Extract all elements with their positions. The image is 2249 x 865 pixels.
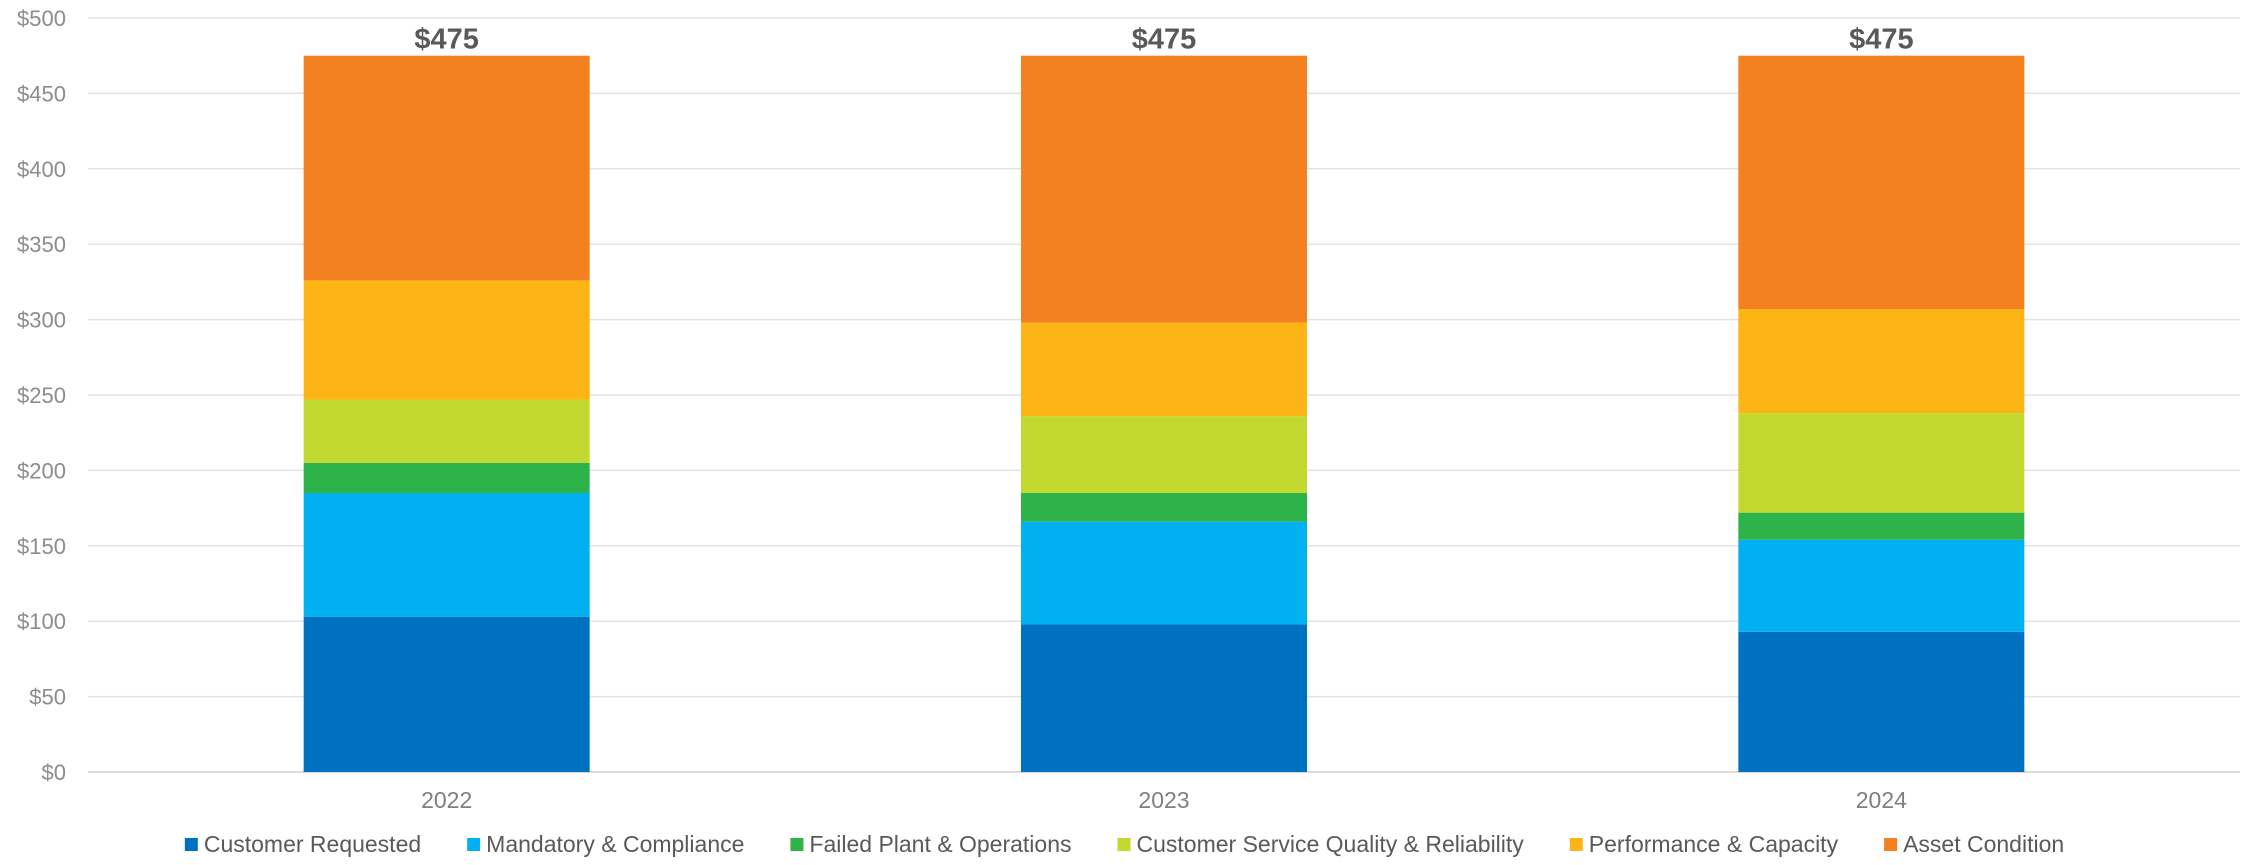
y-tick-label: $500 <box>17 6 66 31</box>
x-axis-ticks: 2022 2023 2024 <box>421 787 1907 813</box>
legend-label: Customer Requested <box>204 831 421 857</box>
y-axis-ticks: $0 $50 $100 $150 $200 $250 $300 $350 $400 $450 $50… <box>17 6 66 785</box>
legend-item: Asset Condition <box>1884 831 2064 857</box>
legend: Customer Requested Mandatory & Compliance… <box>185 831 2064 857</box>
bar-segment <box>304 56 590 281</box>
bar-segment <box>304 280 590 399</box>
y-tick-label: $50 <box>29 685 66 710</box>
bar-segment <box>1021 323 1307 416</box>
total-label: $475 <box>1132 24 1197 56</box>
legend-label: Performance & Capacity <box>1589 831 1839 857</box>
bar-segment <box>1021 493 1307 522</box>
bar-segment <box>1738 632 2024 772</box>
legend-swatch <box>1570 838 1583 851</box>
bar-segment <box>304 400 590 463</box>
total-label: $475 <box>414 24 479 56</box>
total-label: $475 <box>1849 24 1914 56</box>
legend-swatch <box>185 838 198 851</box>
legend-swatch <box>790 838 803 851</box>
legend-swatch <box>1884 838 1897 851</box>
y-tick-label: $450 <box>17 81 66 106</box>
x-tick-label: 2023 <box>1138 787 1189 813</box>
bar-segment <box>1738 309 2024 413</box>
y-tick-label: $100 <box>17 609 66 634</box>
x-tick-label: 2022 <box>421 787 472 813</box>
legend-swatch <box>467 838 480 851</box>
y-tick-label: $0 <box>42 760 66 785</box>
legend-item: Mandatory & Compliance <box>467 831 744 857</box>
legend-item: Failed Plant & Operations <box>790 831 1071 857</box>
bar-segment <box>304 463 590 493</box>
y-tick-label: $150 <box>17 534 66 559</box>
bar-segment <box>1738 540 2024 632</box>
bar-segment <box>1021 624 1307 772</box>
bar-segment <box>1021 522 1307 625</box>
legend-label: Failed Plant & Operations <box>809 831 1071 857</box>
y-tick-label: $250 <box>17 383 66 408</box>
legend-item: Customer Service Quality & Reliability <box>1118 831 1525 857</box>
y-tick-label: $350 <box>17 232 66 257</box>
legend-label: Asset Condition <box>1903 831 2064 857</box>
legend-item: Performance & Capacity <box>1570 831 1839 857</box>
bars <box>304 56 2025 772</box>
legend-item: Customer Requested <box>185 831 421 857</box>
total-labels: $475 $475 $475 <box>414 24 1913 56</box>
bar-segment <box>1738 56 2024 309</box>
bar-segment <box>304 493 590 617</box>
bar-segment <box>1021 56 1307 323</box>
bar-segment <box>304 617 590 772</box>
bar-segment <box>1738 413 2024 513</box>
legend-label: Mandatory & Compliance <box>486 831 744 857</box>
y-tick-label: $200 <box>17 458 66 483</box>
y-tick-label: $400 <box>17 157 66 182</box>
legend-label: Customer Service Quality & Reliability <box>1137 831 1525 857</box>
bar-segment <box>1738 513 2024 540</box>
legend-swatch <box>1118 838 1131 851</box>
x-tick-label: 2024 <box>1856 787 1907 813</box>
bar-segment <box>1021 416 1307 493</box>
y-tick-label: $300 <box>17 308 66 333</box>
